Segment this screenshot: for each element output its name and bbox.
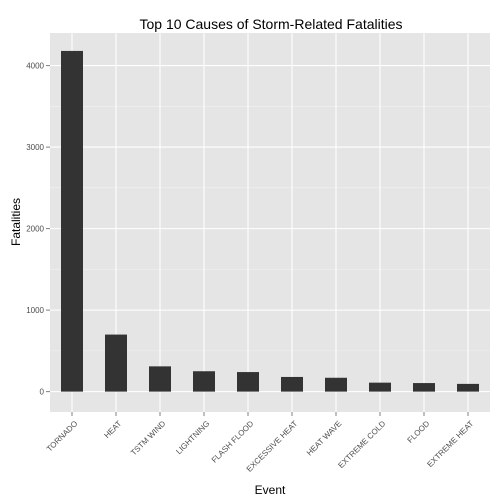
bar (149, 366, 171, 392)
bar (105, 334, 127, 392)
x-tick-label: TORNADO (45, 419, 80, 454)
bar (281, 376, 303, 392)
y-tick-label: 4000 (26, 62, 44, 71)
y-axis-title: Fatalities (9, 198, 23, 246)
y-tick-label: 3000 (26, 143, 44, 152)
bar (61, 50, 83, 392)
bar (193, 371, 215, 392)
x-tick-label: HEAT (102, 419, 123, 440)
chart-title: Top 10 Causes of Storm-Related Fatalitie… (139, 16, 402, 32)
y-tick-label: 2000 (26, 225, 44, 234)
x-tick-label: FLOOD (406, 419, 432, 445)
x-axis-title: Event (255, 483, 286, 497)
bar (413, 383, 435, 392)
x-tick-label: TSTM WIND (129, 419, 168, 458)
x-tick-label: LIGHTNING (174, 419, 211, 456)
x-tick-label: HEAT WAVE (305, 419, 344, 458)
bar (237, 372, 259, 392)
y-axis: 0 1000 2000 3000 4000 (26, 62, 50, 397)
x-tick-label: EXTREME HEAT (425, 419, 475, 469)
bar (325, 377, 347, 392)
y-tick-label: 0 (40, 388, 45, 397)
y-tick-label: 1000 (26, 306, 44, 315)
x-tick-label: EXTREME COLD (336, 419, 387, 470)
bar (457, 383, 479, 392)
bar (369, 382, 391, 392)
bars (61, 50, 479, 392)
x-tick-label: FLASH FLOOD (210, 419, 256, 465)
